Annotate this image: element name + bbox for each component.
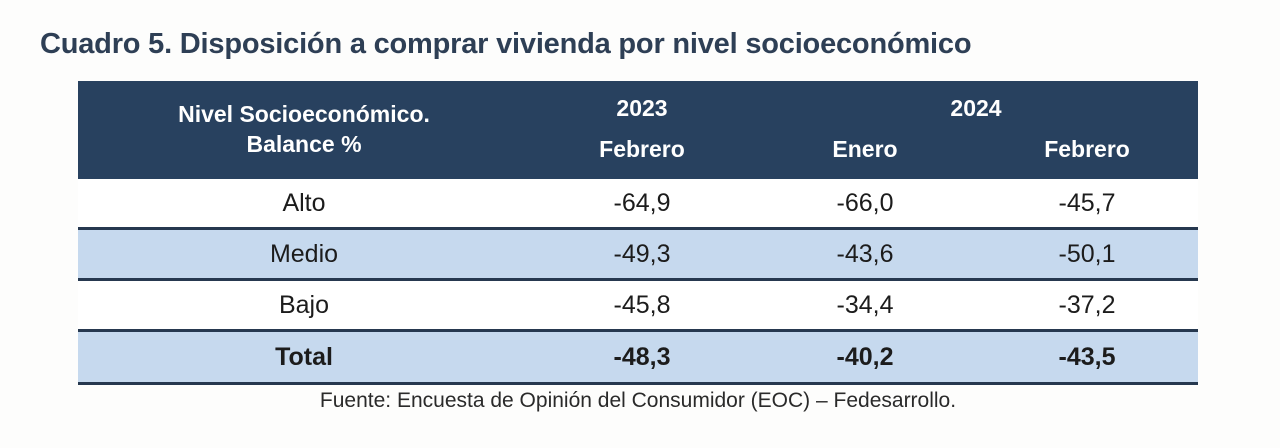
column-header-level-line1: Nivel Socioeconómico. xyxy=(178,101,430,127)
cell-total-feb-2024: -43,5 xyxy=(976,329,1199,385)
column-header-year-2024: 2024 xyxy=(754,81,1199,129)
column-header-ene-2024: Enero xyxy=(754,129,976,179)
table-header: Nivel Socioeconómico. Balance % 2023 202… xyxy=(78,81,1199,179)
table-header-row-year: Nivel Socioeconómico. Balance % 2023 202… xyxy=(78,81,1199,179)
column-header-feb-2023: Febrero xyxy=(530,129,754,179)
table-container: Nivel Socioeconómico. Balance % 2023 202… xyxy=(78,81,1199,385)
cell-medio-feb-2023: -49,3 xyxy=(530,227,754,281)
table-row: Bajo -45,8 -34,4 -37,2 xyxy=(78,279,1199,331)
row-label-alto: Alto xyxy=(78,179,530,229)
page-title: Cuadro 5. Disposición a comprar vivienda… xyxy=(40,28,972,60)
cell-bajo-feb-2023: -45,8 xyxy=(530,279,754,331)
cell-total-feb-2023: -48,3 xyxy=(530,329,754,385)
table-row: Medio -49,3 -43,6 -50,1 xyxy=(78,227,1199,281)
socioeconomic-table: Nivel Socioeconómico. Balance % 2023 202… xyxy=(78,81,1199,385)
column-header-level: Nivel Socioeconómico. Balance % xyxy=(78,81,530,179)
column-header-level-line2: Balance % xyxy=(246,131,362,157)
table-header-row-month: Febrero Enero Febrero xyxy=(78,129,1199,179)
row-label-bajo: Bajo xyxy=(78,279,530,331)
table-row: Alto -64,9 -66,0 -45,7 xyxy=(78,179,1199,229)
table-row-total: Total -48,3 -40,2 -43,5 xyxy=(78,329,1199,385)
cell-bajo-ene-2024: -34,4 xyxy=(754,279,976,331)
cell-alto-feb-2023: -64,9 xyxy=(530,179,754,229)
cell-alto-ene-2024: -66,0 xyxy=(754,179,976,229)
cell-bajo-feb-2024: -37,2 xyxy=(976,279,1199,331)
table-body: Alto -64,9 -66,0 -45,7 Medio -49,3 -43,6… xyxy=(78,179,1199,385)
column-header-year-2023: 2023 xyxy=(530,81,754,129)
cell-alto-feb-2024: -45,7 xyxy=(976,179,1199,229)
cell-medio-ene-2024: -43,6 xyxy=(754,227,976,281)
source-note: Fuente: Encuesta de Opinión del Consumid… xyxy=(319,389,957,412)
row-label-total: Total xyxy=(78,329,530,385)
cell-total-ene-2024: -40,2 xyxy=(754,329,976,385)
cell-medio-feb-2024: -50,1 xyxy=(976,227,1199,281)
row-label-medio: Medio xyxy=(78,227,530,281)
column-header-feb-2024: Febrero xyxy=(976,129,1199,179)
